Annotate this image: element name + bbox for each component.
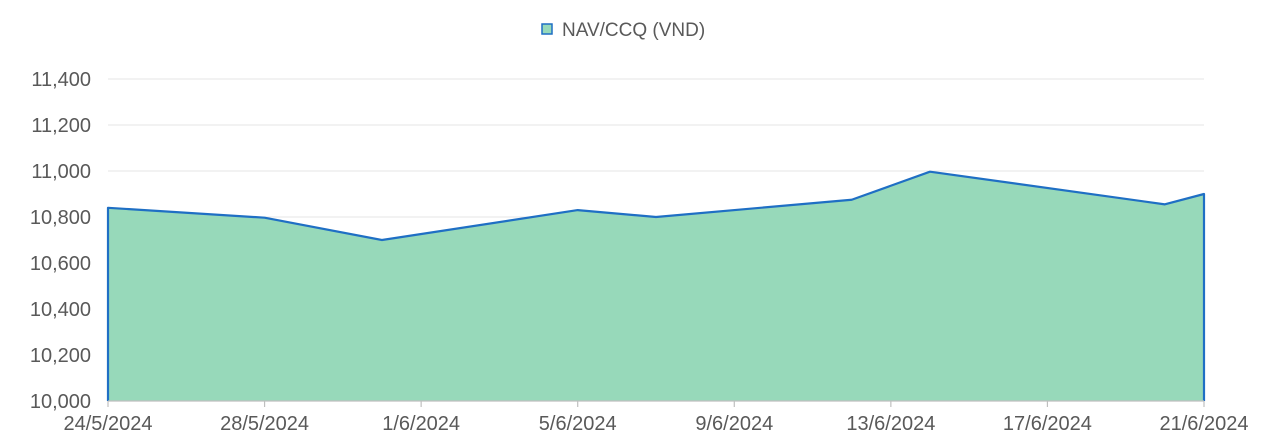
y-tick-label: 10,000: [30, 391, 91, 413]
x-tick-label: 9/6/2024: [695, 413, 773, 435]
y-tick-label: 11,000: [31, 161, 91, 183]
x-tick-label: 1/6/2024: [382, 413, 460, 435]
y-tick-label: 10,200: [30, 345, 91, 367]
legend-swatch: [541, 23, 553, 35]
area-fill: [108, 171, 1204, 401]
y-tick-label: 10,400: [30, 299, 91, 321]
x-tick-label: 17/6/2024: [1003, 413, 1092, 435]
y-tick-label: 11,400: [31, 69, 91, 91]
series-area: [106, 170, 1206, 401]
y-tick-label: 11,200: [31, 115, 91, 137]
x-tick-label: 21/6/2024: [1160, 413, 1249, 435]
x-axis-ticks: 24/5/2024 28/5/2024 1/6/2024 5/6/2024 9/6/20…: [64, 401, 1249, 435]
x-tick-label: 5/6/2024: [539, 413, 617, 435]
legend-label: NAV/CCQ (VND): [562, 20, 705, 41]
x-tick-label: 24/5/2024: [64, 413, 153, 435]
y-axis-ticks: 10,000 10,200 10,400 10,600 10,800 11,000 11,2…: [30, 69, 91, 413]
x-tick-label: 13/6/2024: [846, 413, 935, 435]
y-tick-label: 10,800: [30, 207, 91, 229]
y-tick-label: 10,600: [30, 253, 91, 275]
x-tick-label: 28/5/2024: [220, 413, 309, 435]
legend: NAV/CCQ (VND): [541, 20, 705, 41]
series-line: [106, 170, 1206, 401]
